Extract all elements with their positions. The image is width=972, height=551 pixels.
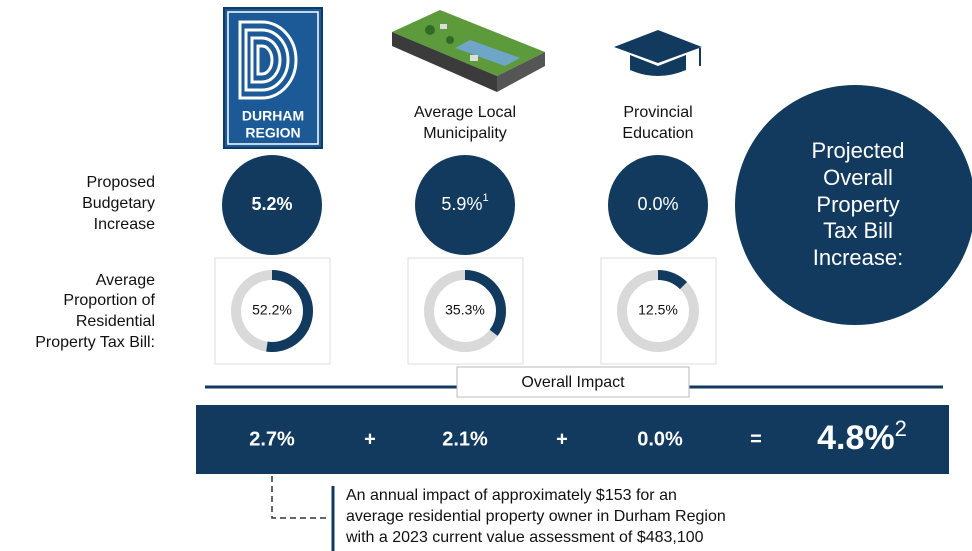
footnote-marker: 1 <box>482 192 488 204</box>
summary-text: Projected <box>812 138 905 163</box>
summary-text: Overall <box>823 165 893 190</box>
footnote-text: average residential property owner in Du… <box>346 508 726 525</box>
operator: = <box>750 428 762 450</box>
row-label: Proposed <box>87 174 156 191</box>
row-label: Residential <box>76 313 155 330</box>
summary-text: Increase: <box>813 245 904 270</box>
impact-value: 0.0% <box>637 428 683 450</box>
column-heading: Provincial <box>623 104 692 121</box>
column-heading: Municipality <box>423 125 507 142</box>
increase-value: 5.9%1 <box>441 192 488 214</box>
impact-value: 2.7% <box>249 428 295 450</box>
summary-text: Property <box>816 192 899 217</box>
row-label: Increase <box>94 216 155 233</box>
increase-value: 0.0% <box>637 194 678 214</box>
row-label: Average <box>96 272 155 289</box>
infographic: DURHAM REGION Average Local Municipality… <box>0 0 972 551</box>
footnote-text: An annual impact of approximately $153 f… <box>346 487 677 504</box>
logo-text: REGION <box>245 125 300 141</box>
donuts: 52.2% 35.3% 12.5% <box>215 258 716 364</box>
summary-text: Tax Bill <box>823 218 893 243</box>
row-label: Property Tax Bill: <box>35 334 155 351</box>
donut-label: 35.3% <box>445 302 485 318</box>
impact-value: 2.1% <box>442 428 488 450</box>
row-label: Proportion of <box>63 292 155 309</box>
donut-label: 12.5% <box>638 302 678 318</box>
municipality-image <box>392 10 545 92</box>
total-value: 4.8% <box>817 419 895 457</box>
increase-value: 5.9% <box>441 194 482 214</box>
operator: + <box>364 428 376 450</box>
column-heading: Education <box>622 125 693 142</box>
column-heading: Average Local <box>414 104 516 121</box>
total-value: 4.8%2 <box>817 416 907 457</box>
row-label: Budgetary <box>82 195 155 212</box>
connector <box>272 476 330 518</box>
education-icon <box>614 30 702 76</box>
donut-label: 52.2% <box>252 302 292 318</box>
operator: + <box>556 428 568 450</box>
overall-title: Overall Impact <box>521 374 625 391</box>
increase-value: 5.2% <box>251 194 292 214</box>
logo-text: DURHAM <box>242 108 304 124</box>
durham-logo: DURHAM REGION <box>224 8 322 148</box>
footnote-marker: 2 <box>895 416 907 441</box>
footnote-text: with a 2023 current value assessment of … <box>345 529 704 546</box>
